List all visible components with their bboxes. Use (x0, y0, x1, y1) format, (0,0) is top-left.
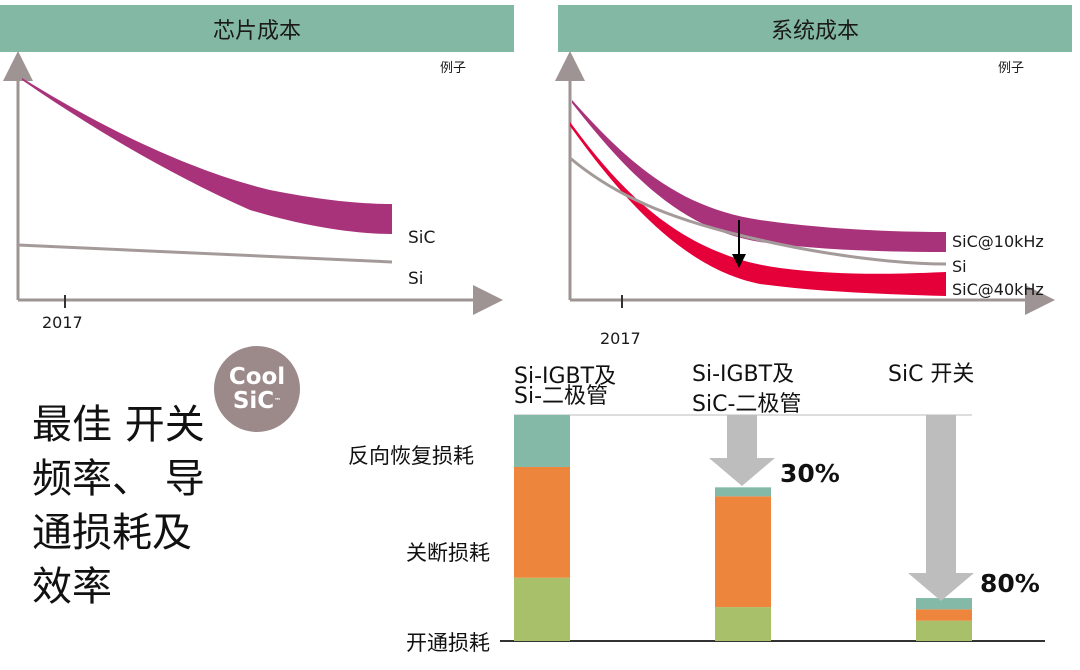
row-label-turn-off-loss: 关断损耗 (406, 541, 490, 565)
left-series-label-sic: SiC (408, 228, 435, 248)
bar-3-reverse-recovery-segment (916, 598, 972, 610)
column-label-sic-switch: SiC 开关 (888, 362, 975, 387)
sic40-band (570, 122, 946, 296)
headline-text: 最佳 开关 频率、 导 通损耗及 效率 (32, 402, 205, 610)
row-label-turn-on-loss: 开通损耗 (406, 631, 490, 655)
right-series-label-si: Si (952, 257, 967, 276)
reduction-arrow-30 (709, 415, 775, 486)
sic10-band (572, 100, 946, 252)
si-line-right (569, 156, 947, 266)
bar-1-turn-on-segment (514, 577, 570, 641)
right-series-label-sic10: SiC@10kHz (952, 232, 1044, 251)
row-label-reverse-recovery-loss: 反向恢复损耗 (348, 444, 474, 468)
left-si-line (17, 243, 393, 264)
chip-cost-chart: 2017 例子 SiC Si (2, 51, 503, 332)
right-tick-label: 2017 (600, 329, 641, 348)
left-tick-label: 2017 (42, 313, 83, 332)
right-corner-note: 例子 (998, 61, 1024, 76)
column-label-si-igbt-si-diode: Si-IGBT及 Si-二极管 (514, 364, 617, 409)
bar-3-turn-off-segment (916, 609, 972, 621)
loss-bar-chart (500, 414, 1045, 642)
system-cost-chart: 2017 例子 SiC@10kHz Si SiC@40kHz (555, 51, 1055, 348)
logo-line1: Cool (228, 364, 286, 390)
left-corner-note: 例子 (440, 61, 466, 76)
bar-2-turn-on-segment (715, 607, 771, 641)
bar-1-reverse-recovery-segment (514, 415, 570, 467)
bar-1-turn-off-segment (514, 466, 570, 578)
reduction-label-80: 80% (980, 569, 1040, 598)
logo-line2: SiC™ (232, 388, 282, 414)
system-cost-banner: 系统成本 (558, 5, 1072, 52)
chip-cost-banner: 芯片成本 (0, 5, 514, 52)
column-label-si-igbt-sic-diode: Si-IGBT及 SiC-二极管 (692, 362, 802, 417)
reduction-label-30: 30% (780, 459, 840, 488)
bar-3-turn-on-segment (916, 620, 972, 641)
left-sic-band (22, 78, 392, 234)
bar-2-reverse-recovery-segment (715, 487, 771, 497)
reduction-arrow-head (732, 254, 746, 268)
reduction-arrow-80 (908, 415, 974, 601)
right-series-label-sic40: SiC@40kHz (952, 280, 1044, 299)
bar-2-turn-off-segment (715, 496, 771, 608)
coolsic-logo: Cool SiC™ (214, 346, 300, 432)
left-series-label-si: Si (408, 269, 424, 289)
